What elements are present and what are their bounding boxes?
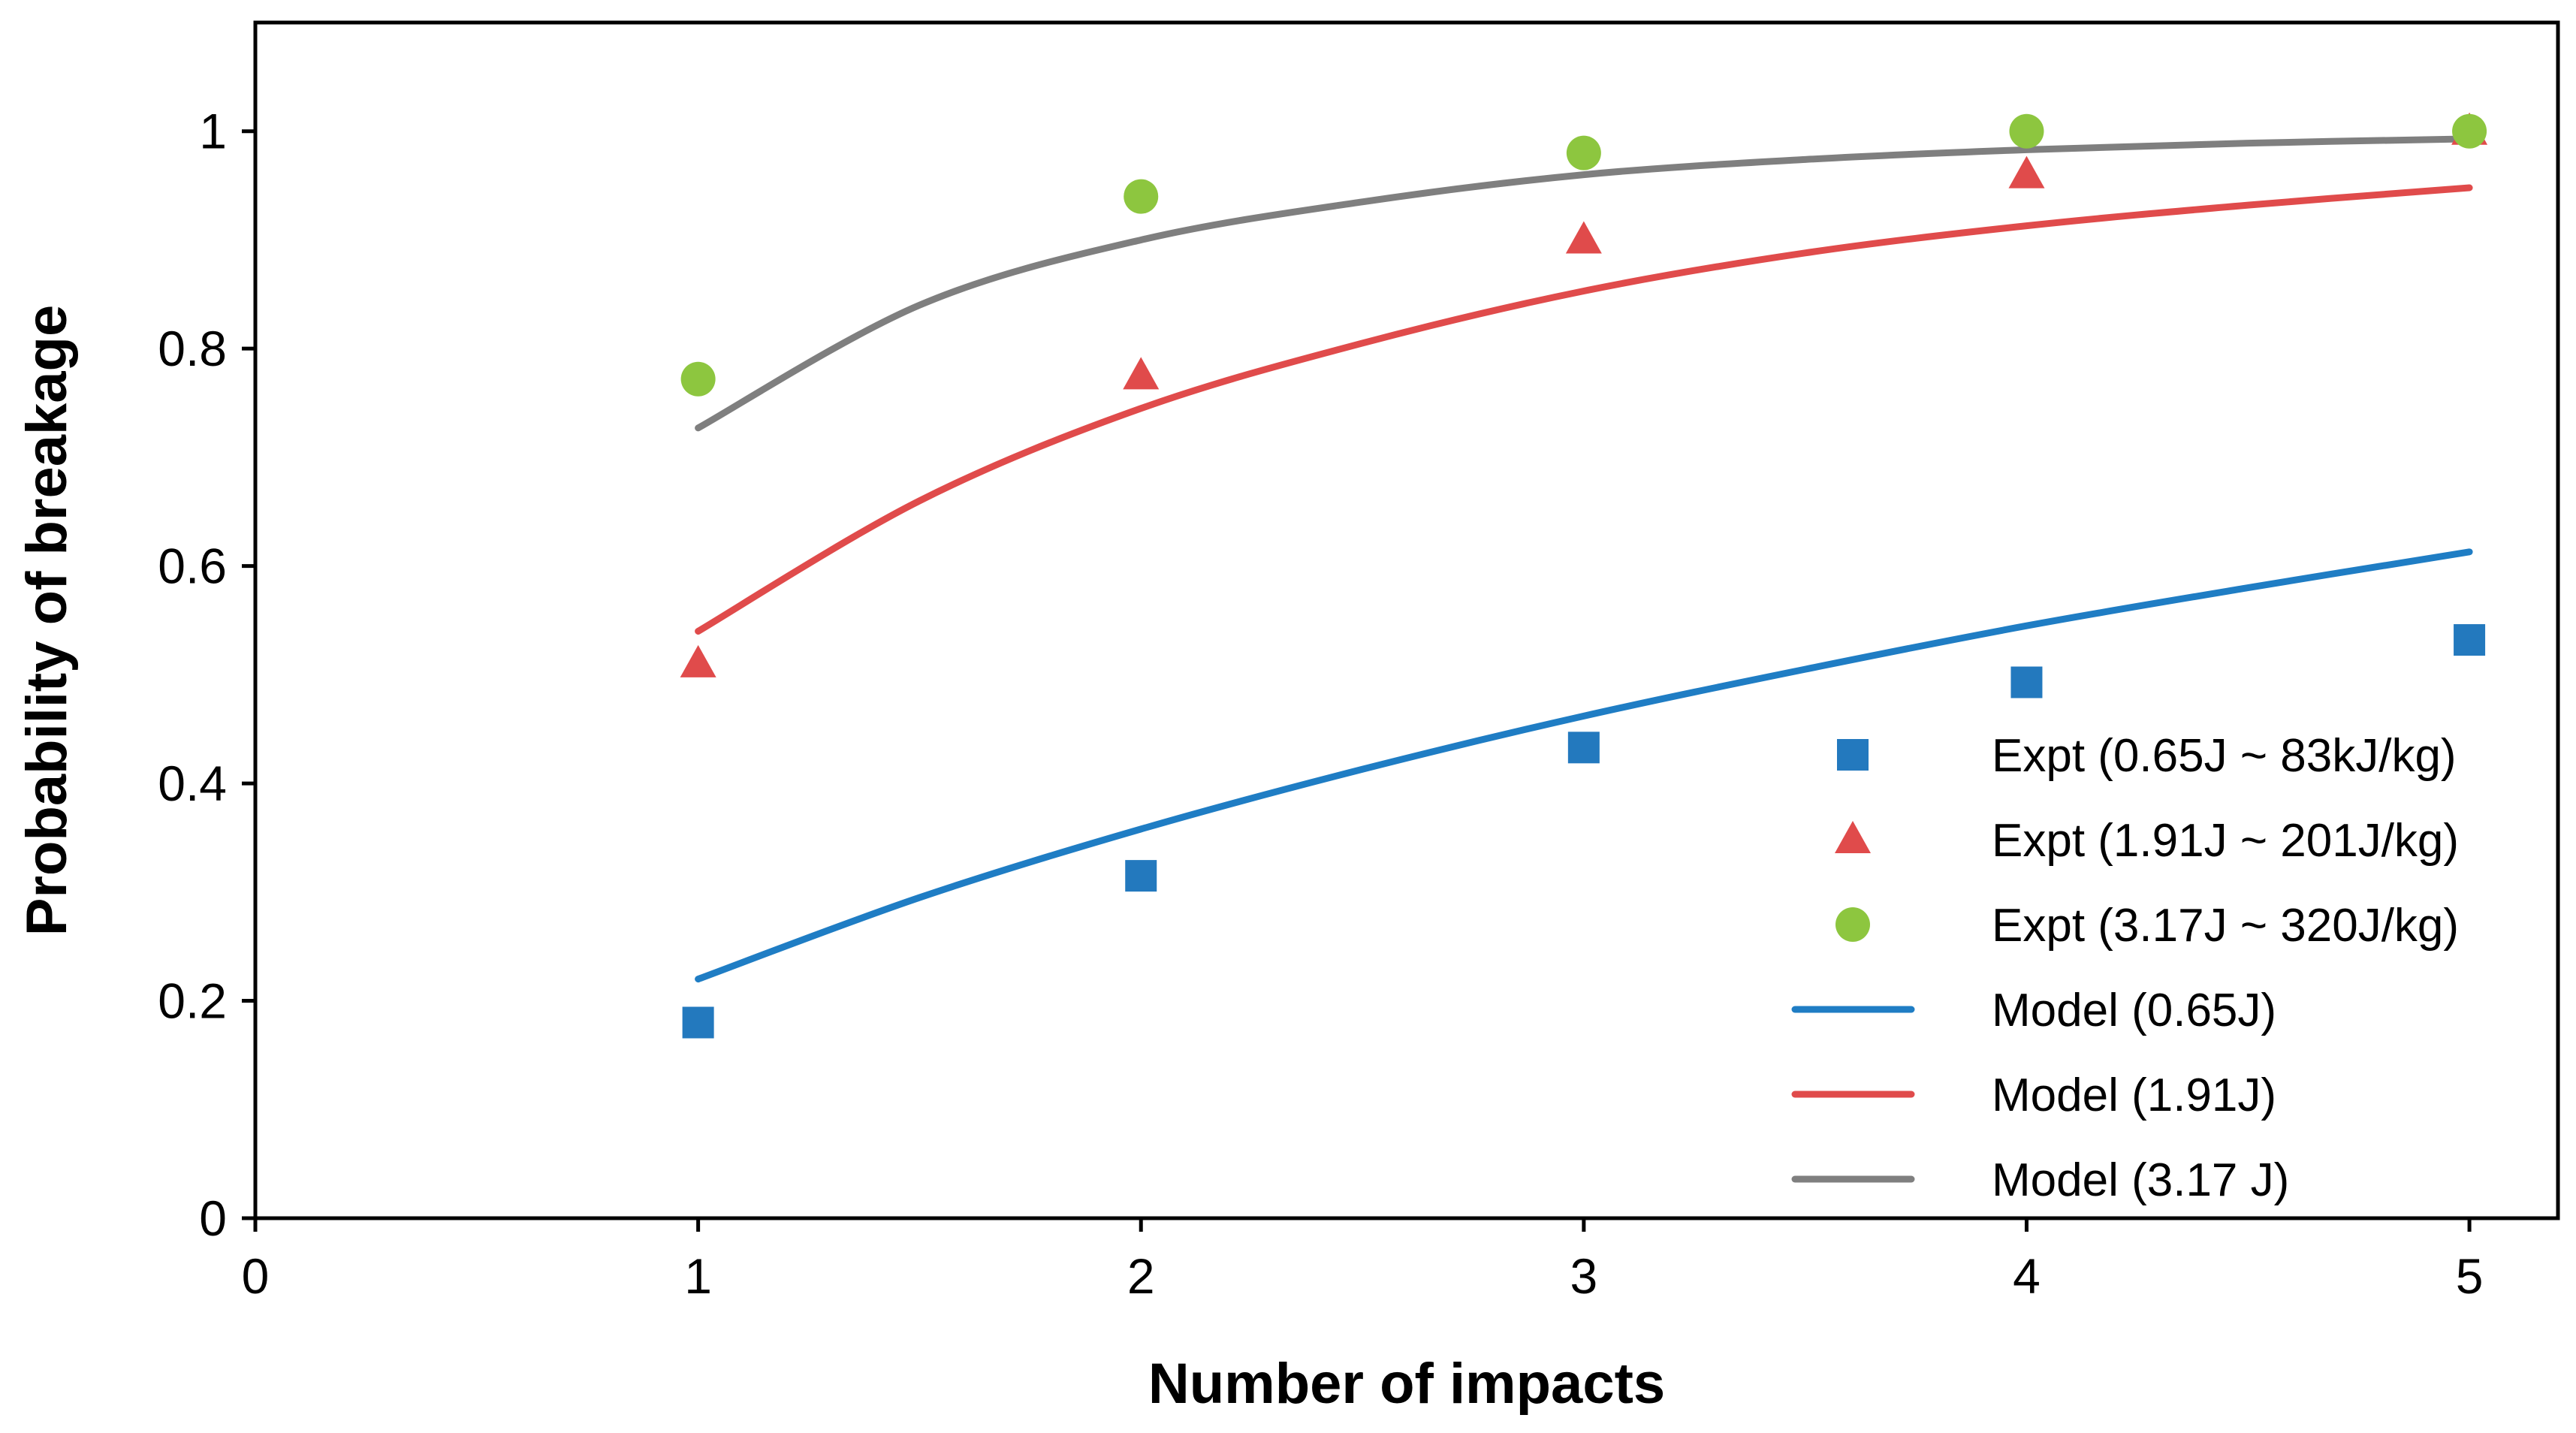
expt-3-17j-320j-kg-point <box>2009 113 2044 149</box>
legend-label: Expt (1.91J ~ 201J/kg) <box>1992 815 2459 867</box>
x-tick-label: 3 <box>1570 1248 1597 1304</box>
model-0-65j-line <box>695 548 2473 983</box>
y-tick-label: 0 <box>199 1190 227 1246</box>
x-tick-label: 1 <box>684 1248 712 1304</box>
model-1-91j-line <box>695 184 2473 635</box>
legend-item-model-3-17-j: Model (3.17 J) <box>1791 1154 2289 1206</box>
y-tick-label: 1 <box>199 104 227 159</box>
legend-label: Model (0.65J) <box>1992 985 2276 1036</box>
expt-3-17j-320j-kg-point <box>1124 179 1159 214</box>
expt-0-65j-83kj-kg-point <box>1567 732 1600 764</box>
legend-marker-swatch <box>1835 907 1870 942</box>
x-tick-label: 0 <box>242 1248 270 1304</box>
legend: Expt (0.65J ~ 83kJ/kg) Expt (1.91J ~ 201J… <box>1791 730 2459 1206</box>
expt-0-65j-83kj-kg-point <box>2010 666 2043 698</box>
model-3-17-j-line <box>695 135 2473 432</box>
expt-1-91j-201j-kg-point <box>680 644 716 677</box>
y-tick-label: 0.8 <box>158 321 227 376</box>
x-axis-title: Number of impacts <box>1148 1352 1665 1416</box>
x-tick-label: 4 <box>2013 1248 2041 1304</box>
expt-0-65j-83kj-kg-point <box>682 1006 714 1039</box>
legend-label: Model (1.91J) <box>1992 1069 2276 1121</box>
y-tick-label: 0.6 <box>158 539 227 594</box>
expt-0-65j-83kj-kg-point <box>1125 860 1157 892</box>
y-axis-title: Probability of breakage <box>15 305 79 936</box>
legend-item-model-1-91j: Model (1.91J) <box>1791 1069 2276 1121</box>
y-tick-label: 0.2 <box>158 973 227 1029</box>
legend-item-model-0-65j: Model (0.65J) <box>1791 985 2276 1036</box>
expt-3-17j-320j-kg-point <box>1566 135 1601 170</box>
legend-item-expt-3-17j-320j-kg: Expt (3.17J ~ 320J/kg) <box>1835 900 2459 952</box>
expt-3-17j-320j-kg-point <box>2452 113 2487 149</box>
legend-label: Expt (0.65J ~ 83kJ/kg) <box>1992 730 2457 782</box>
model-lines <box>695 135 2473 983</box>
expt-1-91j-201j-kg-point <box>1565 221 1602 254</box>
y-tick-label: 0.4 <box>158 756 227 811</box>
plot-frame <box>253 20 2560 1220</box>
expt-3-17j-320j-kg-point <box>680 361 716 397</box>
expt-1-91j-201j-kg-point <box>2008 155 2045 189</box>
expt-0-65j-83kj-kg-point <box>2454 624 2486 656</box>
expt-1-91j-201j-kg-point <box>1123 357 1160 390</box>
legend-item-expt-1-91j-201j-kg: Expt (1.91J ~ 201J/kg) <box>1835 815 2459 867</box>
legend-marker-swatch <box>1837 739 1869 771</box>
x-axis-ticks: 0 1 2 3 4 5 <box>242 1218 2484 1304</box>
x-tick-label: 2 <box>1127 1248 1155 1304</box>
y-axis-ticks: 0 0.2 0.4 0.6 0.8 1 <box>158 104 255 1246</box>
legend-label: Expt (3.17J ~ 320J/kg) <box>1992 900 2459 952</box>
legend-item-expt-0-65j-83kj-kg: Expt (0.65J ~ 83kJ/kg) <box>1837 730 2457 782</box>
x-tick-label: 5 <box>2456 1248 2484 1304</box>
legend-marker-swatch <box>1835 821 1871 853</box>
legend-label: Model (3.17 J) <box>1992 1154 2289 1206</box>
experiment-markers <box>680 112 2488 1039</box>
